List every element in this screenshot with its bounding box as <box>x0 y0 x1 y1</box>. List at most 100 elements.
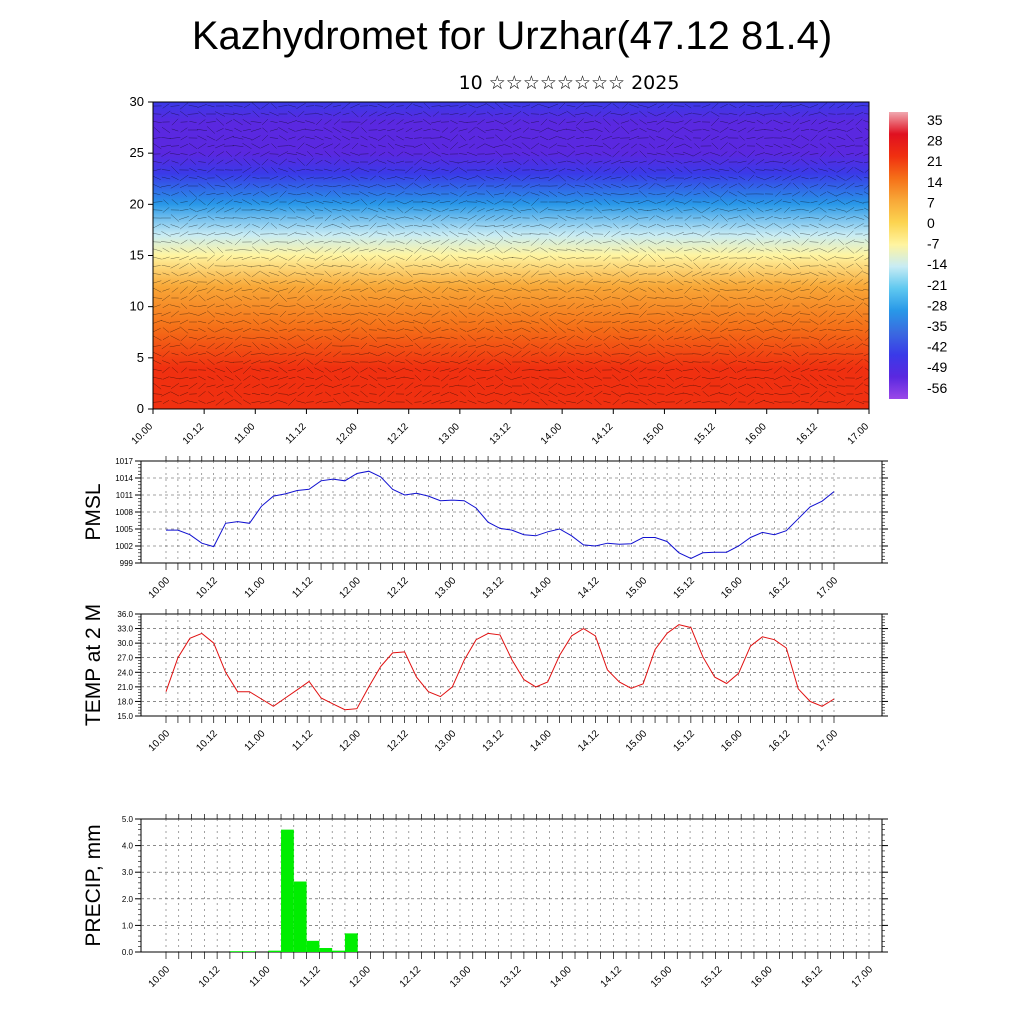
colorbar: 35 28 21 14 7 0 -7 -14 -21 -28 -35 -42 -49 -56 <box>889 112 947 399</box>
xtick-label: 16.00 <box>719 728 745 754</box>
panel-ylabel: TEMP at 2 M <box>82 604 105 726</box>
panel-frame <box>140 613 883 717</box>
colorbar-label: 35 <box>927 112 943 128</box>
heatmap-ytick-label: 20 <box>130 196 144 211</box>
ytick-label: 1014 <box>115 474 133 483</box>
ytick-label: 1005 <box>115 525 133 534</box>
page-subtitle: 10 ☆☆☆☆☆☆☆☆ 2025 <box>458 72 680 94</box>
ytick-label: 30.0 <box>117 639 133 648</box>
xtick-label: 13.12 <box>481 728 507 754</box>
xtick-label: 17.00 <box>815 575 841 601</box>
xtick-label: 11.00 <box>248 964 273 989</box>
xtick-label: 14.12 <box>576 728 602 754</box>
xtick-label: 16.00 <box>749 964 775 990</box>
ytick-label: 4.0 <box>122 842 134 851</box>
heatmap-xtick-label: 15.00 <box>641 421 667 447</box>
xtick-label: 14.12 <box>576 575 602 601</box>
colorbar-label: -7 <box>927 236 940 252</box>
colorbar-ramp <box>889 112 908 399</box>
heatmap-xtick-label: 14.12 <box>590 421 616 447</box>
colorbar-label: 0 <box>927 215 935 231</box>
xtick-label: 12.00 <box>338 575 364 601</box>
xtick-label: 16.12 <box>767 575 793 601</box>
xtick-label: 14.00 <box>548 964 574 990</box>
xtick-label: 16.00 <box>719 575 745 601</box>
heatmap-xtick-label: 14.00 <box>539 421 565 447</box>
xtick-label: 10.12 <box>194 728 220 754</box>
heatmap-field <box>153 102 869 409</box>
heatmap-xtick-label: 10.12 <box>181 421 207 447</box>
series-line <box>165 624 835 711</box>
xtick-label: 11.12 <box>290 575 315 600</box>
heatmap-xtick-label: 11.12 <box>284 421 309 446</box>
ytick-label: 21.0 <box>117 683 133 692</box>
xtick-label: 11.00 <box>243 575 268 600</box>
wind-barbs <box>153 102 869 406</box>
ytick-label: 1002 <box>115 542 133 551</box>
heatmap-xtick-label: 16.12 <box>795 421 821 447</box>
precip-bar <box>306 940 320 952</box>
xtick-label: 15.00 <box>624 728 650 754</box>
heatmap-xtick-label: 16.00 <box>743 421 769 447</box>
colorbar-label: 28 <box>927 133 943 149</box>
ytick-label: 1011 <box>116 491 134 500</box>
temperature-cross-section: 0 5 10 15 20 25 30 10.00 10.12 11.00 11.12 12.00 12.… <box>130 94 872 447</box>
colorbar-label: -35 <box>927 318 947 334</box>
ytick-label: 1008 <box>115 508 133 517</box>
colorbar-label: -56 <box>927 380 947 396</box>
ytick-label: 5.0 <box>122 815 134 824</box>
ytick-label: 24.0 <box>117 668 133 677</box>
xtick-label: 12.12 <box>385 575 411 601</box>
precip-bar <box>281 829 294 952</box>
xtick-label: 13.00 <box>433 575 459 601</box>
precip-bar <box>332 950 345 952</box>
xtick-label: 12.12 <box>398 964 424 990</box>
heatmap-xtick-label: 12.00 <box>334 421 360 447</box>
heatmap-xtick-label: 13.12 <box>488 421 514 447</box>
colorbar-label: 7 <box>927 194 935 210</box>
series-line <box>166 470 835 560</box>
xtick-label: 17.00 <box>850 964 876 990</box>
ytick-label: 33.0 <box>117 625 133 634</box>
xtick-label: 14.12 <box>599 964 625 990</box>
colorbar-label: -28 <box>927 297 947 313</box>
xtick-label: 12.12 <box>385 728 411 754</box>
xtick-label: 11.00 <box>243 728 268 753</box>
xtick-label: 13.12 <box>498 964 524 990</box>
precip-bar <box>319 948 333 952</box>
colorbar-label: 14 <box>927 174 943 190</box>
xtick-label: 12.00 <box>348 964 374 990</box>
xtick-label: 13.00 <box>433 728 459 754</box>
pmsl-chart: 999 1002 1005 1008 1011 1014 1017 10.00 10.12 11.… <box>82 456 888 601</box>
xtick-label: 10.12 <box>197 964 223 990</box>
heatmap-ytick-label: 15 <box>130 248 144 263</box>
ytick-label: 18.0 <box>117 697 133 706</box>
ytick-label: 27.0 <box>117 654 133 663</box>
xtick-label: 10.12 <box>194 575 220 601</box>
precip-bar <box>293 881 307 952</box>
heatmap-xtick-label: 12.12 <box>385 421 411 447</box>
heatmap-xtick-label: 13.00 <box>437 421 463 447</box>
colorbar-label: 21 <box>927 153 943 169</box>
xtick-label: 13.12 <box>481 575 507 601</box>
ytick-label: 1.0 <box>122 921 134 930</box>
heatmap-ytick-label: 30 <box>130 94 144 109</box>
heatmap-xtick-label: 15.12 <box>692 421 718 447</box>
heatmap-xtick-label: 11.00 <box>232 421 257 446</box>
ytick-label: 1017 <box>115 457 133 466</box>
xtick-label: 14.00 <box>528 575 554 601</box>
ytick-label: 2.0 <box>122 895 134 904</box>
ytick-label: 15.0 <box>117 712 133 721</box>
panel-ylabel: PRECIP, mm <box>82 824 105 946</box>
xtick-label: 13.00 <box>448 964 474 990</box>
xtick-label: 11.12 <box>290 728 315 753</box>
xtick-label: 12.00 <box>338 728 364 754</box>
xtick-label: 15.12 <box>672 575 698 601</box>
xtick-label: 10.00 <box>147 964 173 990</box>
heatmap-ytick-label: 25 <box>130 145 144 160</box>
heatmap-xtick-label: 17.00 <box>846 421 872 447</box>
precip-chart: 0.0 1.0 2.0 3.0 4.0 5.0 10.00 10.12 11.00 11.12 12… <box>82 814 888 990</box>
colorbar-label: -21 <box>927 277 947 293</box>
panel-frame <box>140 818 883 953</box>
